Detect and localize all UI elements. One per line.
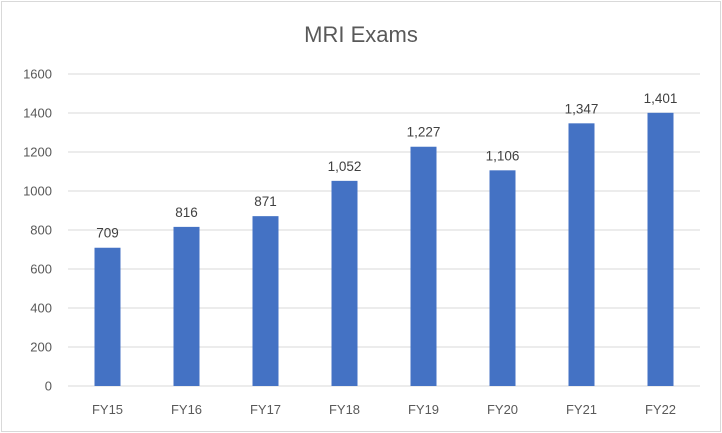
y-axis-ticks: 0 200 400 600 800 1000 1200 1400 1600	[23, 67, 52, 394]
bar-fy20	[489, 170, 516, 386]
x-tick-label: FY15	[92, 402, 123, 417]
x-tick-label: FY19	[408, 402, 439, 417]
x-axis-ticks: FY15 FY16 FY17 FY18 FY19 FY20 FY21 FY22	[92, 402, 676, 417]
y-tick-label: 1200	[23, 145, 52, 160]
y-tick-label: 1000	[23, 184, 52, 199]
y-tick-label: 400	[30, 301, 52, 316]
bar-fy22	[647, 112, 674, 387]
data-label: 871	[254, 194, 277, 209]
x-tick-label: FY20	[487, 402, 518, 417]
bar-fy21	[568, 123, 595, 387]
x-tick-label: FY18	[329, 402, 360, 417]
bar-fy19	[410, 146, 437, 386]
bars	[94, 112, 674, 387]
y-tick-label: 0	[45, 379, 52, 394]
bar-fy17	[252, 216, 279, 386]
bar-fy16	[173, 226, 200, 386]
y-tick-label: 1600	[23, 67, 52, 82]
bar-fy18	[331, 180, 358, 386]
gridlines	[68, 73, 700, 387]
y-tick-label: 200	[30, 340, 52, 355]
x-tick-label: FY16	[171, 402, 202, 417]
chart-title: MRI Exams	[304, 22, 418, 47]
data-label: 1,401	[644, 91, 678, 106]
y-tick-label: 800	[30, 223, 52, 238]
bar-fy15	[94, 247, 121, 386]
data-labels: 709 816 871 1,052 1,227 1,106 1,347 1,401	[96, 91, 677, 241]
data-label: 709	[96, 226, 119, 241]
y-tick-label: 1400	[23, 106, 52, 121]
data-label: 816	[175, 205, 198, 220]
x-tick-label: FY22	[645, 402, 676, 417]
x-tick-label: FY17	[250, 402, 281, 417]
data-label: 1,347	[565, 101, 599, 116]
data-label: 1,052	[328, 159, 362, 174]
data-label: 1,106	[486, 148, 520, 163]
y-tick-label: 600	[30, 262, 52, 277]
x-tick-label: FY21	[566, 402, 597, 417]
data-label: 1,227	[407, 125, 441, 140]
